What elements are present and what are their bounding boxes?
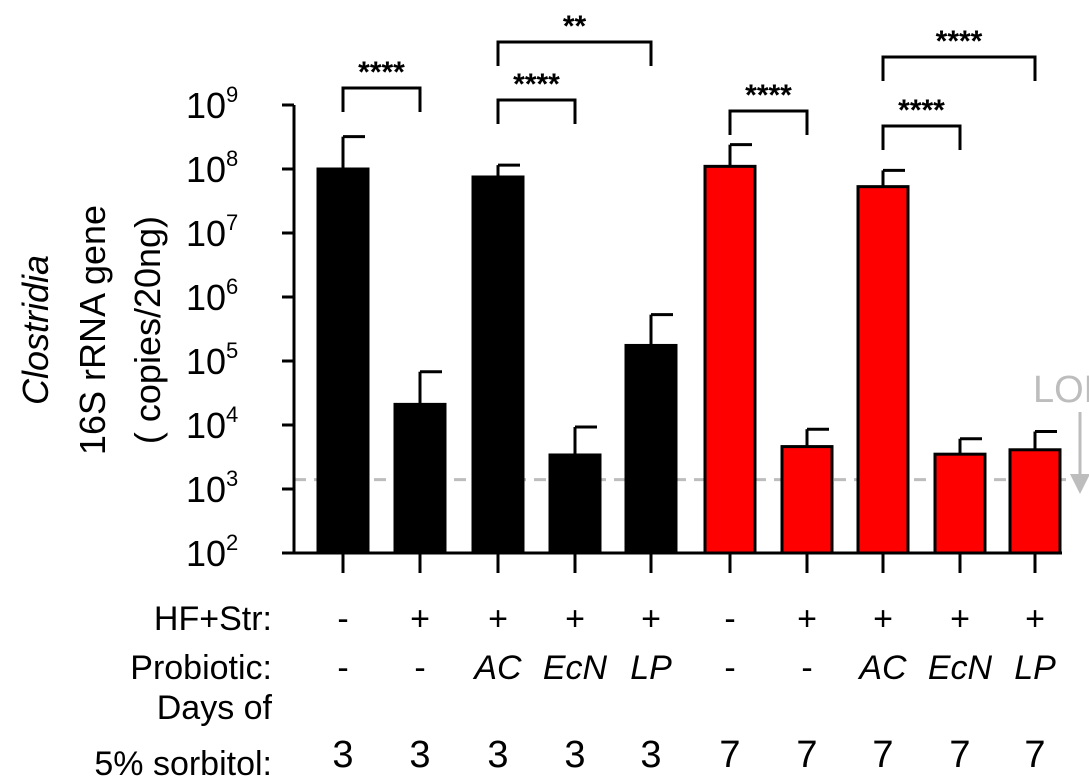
y-axis-label-line2: 16S rRNA gene (72, 205, 113, 455)
sig-bracket-3 (496, 40, 653, 66)
sig-bracket-4 (728, 109, 809, 135)
days-value-5: 3 (640, 734, 661, 776)
probiotic-value-4: EcN (543, 649, 608, 687)
y-tick-label-8: 108 (186, 146, 238, 190)
y-axis-label-line3: ( copies/20ng) (127, 216, 168, 444)
probiotic-value-9: EcN (928, 649, 993, 687)
bar-2 (393, 402, 447, 555)
lod-label: LOD (1033, 369, 1089, 411)
probiotic-value-5: LP (630, 649, 672, 687)
bar-4 (548, 453, 602, 555)
sig-bracket-1 (341, 86, 422, 112)
probiotic-value-1: - (337, 649, 348, 687)
sig-bracket-6 (881, 55, 1037, 81)
probiotic-value-7: - (801, 649, 812, 687)
days-value-3: 3 (487, 734, 508, 776)
row-label-days-1: Days of (157, 689, 273, 727)
days-value-1: 3 (332, 734, 353, 776)
hf-value-9: + (950, 600, 970, 638)
sig-label-5: **** (898, 94, 945, 127)
bar-6 (703, 164, 757, 555)
row-label-days-2: 5% sorbitol: (94, 745, 272, 778)
probiotic-value-3: AC (472, 649, 522, 687)
sig-label-4: **** (745, 79, 792, 112)
y-tick-label-7: 107 (186, 210, 238, 254)
hf-value-8: + (873, 600, 893, 638)
hf-value-4: + (565, 600, 585, 638)
row-label-hf: HF+Str: (154, 600, 272, 638)
bar-10 (1008, 448, 1062, 555)
axes: 102 103 104 105 106 107 108 109 (186, 82, 1062, 574)
bar-1 (316, 167, 370, 555)
probiotic-value-10: LP (1014, 649, 1056, 687)
hf-value-2: + (410, 600, 430, 638)
probiotic-value-2: - (414, 649, 425, 687)
y-tick-label-9: 109 (186, 82, 238, 126)
sig-label-1: **** (358, 56, 405, 89)
bar-9 (933, 452, 987, 555)
hf-value-7: + (797, 600, 817, 638)
sig-bracket-2 (496, 98, 577, 124)
days-value-10: 7 (1024, 734, 1045, 776)
days-value-8: 7 (872, 734, 893, 776)
sig-label-3: ** (563, 10, 587, 43)
days-value-7: 7 (796, 734, 817, 776)
sig-label-2: **** (513, 68, 560, 101)
lod-arrow-head (1070, 474, 1089, 494)
hf-value-6: - (724, 600, 735, 638)
y-tick-label-4: 104 (186, 402, 238, 446)
condition-rows: HF+Str: Probiotic:Days of 5% sorbitol: - - 3 +… (94, 600, 1056, 778)
days-value-2: 3 (409, 734, 430, 776)
hf-value-1: - (337, 600, 348, 638)
bar-5 (624, 343, 678, 555)
bars (316, 135, 1062, 555)
bar-3 (471, 175, 525, 555)
y-tick-label-3: 103 (186, 466, 238, 510)
hf-value-10: + (1025, 600, 1045, 638)
significance-brackets: **** ********** ******** (341, 10, 1037, 150)
hf-value-5: + (641, 600, 661, 638)
y-axis-label-line1: Clostridia (15, 255, 56, 405)
y-tick-label-6: 106 (186, 274, 238, 318)
y-tick-label-2: 102 (186, 530, 238, 574)
hf-value-3: + (488, 600, 508, 638)
sig-label-6: **** (936, 25, 983, 58)
bar-8 (856, 185, 910, 555)
probiotic-value-8: AC (857, 649, 907, 687)
probiotic-value-6: - (724, 649, 735, 687)
bar-7 (780, 445, 834, 555)
days-value-4: 3 (564, 734, 585, 776)
y-tick-label-5: 105 (186, 338, 238, 382)
days-value-9: 7 (949, 734, 970, 776)
row-label-probiotic: Probiotic: (130, 649, 272, 687)
days-value-6: 7 (719, 734, 740, 776)
y-axis-label: Clostridia 16S rRNA gene ( copies/20ng) (15, 205, 168, 455)
sig-bracket-5 (881, 124, 962, 150)
